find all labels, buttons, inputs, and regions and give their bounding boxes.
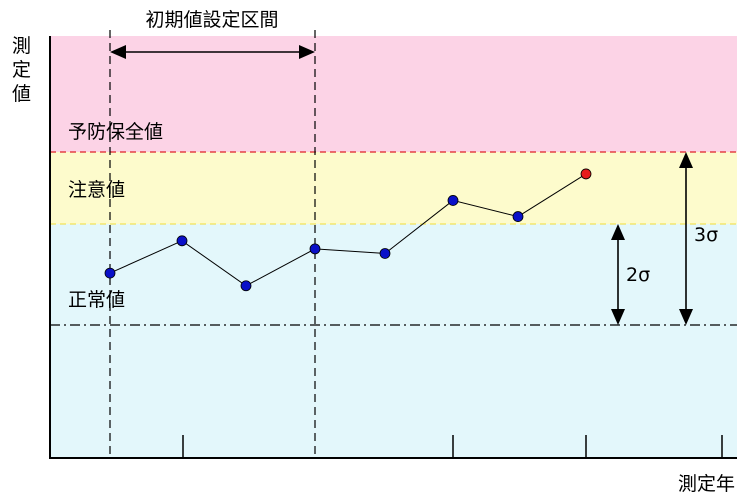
data-point	[447, 195, 459, 206]
series-points	[104, 168, 592, 292]
y-axis-label-char: 値	[12, 83, 31, 105]
caution-zone-label: 注意値	[68, 179, 125, 201]
series-line	[109, 173, 587, 287]
data-point	[512, 211, 524, 222]
x-ticks	[182, 435, 723, 458]
two-sigma-arrowhead-top	[611, 224, 625, 240]
initial-interval-arrowhead-left	[110, 45, 126, 59]
data-point	[379, 248, 391, 259]
initial-interval-label: 初期値設定区間	[145, 9, 278, 31]
x-axis-label: 測定年	[678, 473, 735, 495]
preventive-zone	[50, 36, 737, 152]
two-sigma-label: 2σ	[626, 264, 650, 286]
data-point	[240, 280, 252, 292]
data-point	[104, 267, 116, 279]
three-sigma-label: 3σ	[694, 224, 718, 246]
normal-zone-label: 正常値	[68, 289, 125, 311]
initial-interval-arrowhead-right	[299, 45, 315, 59]
three-sigma-arrowhead-bottom	[679, 309, 693, 325]
two-sigma-arrowhead-bottom	[611, 309, 625, 325]
three-sigma-arrowhead-top	[679, 152, 693, 168]
data-point	[309, 243, 321, 255]
alert-data-point	[580, 168, 592, 180]
preventive-zone-label: 予防保全値	[68, 121, 163, 143]
caution-zone	[50, 152, 737, 224]
y-axis-label-char: 測	[12, 35, 31, 57]
y-axis-label-char: 定	[12, 59, 31, 81]
normal-zone	[50, 224, 737, 458]
data-point	[176, 235, 188, 247]
